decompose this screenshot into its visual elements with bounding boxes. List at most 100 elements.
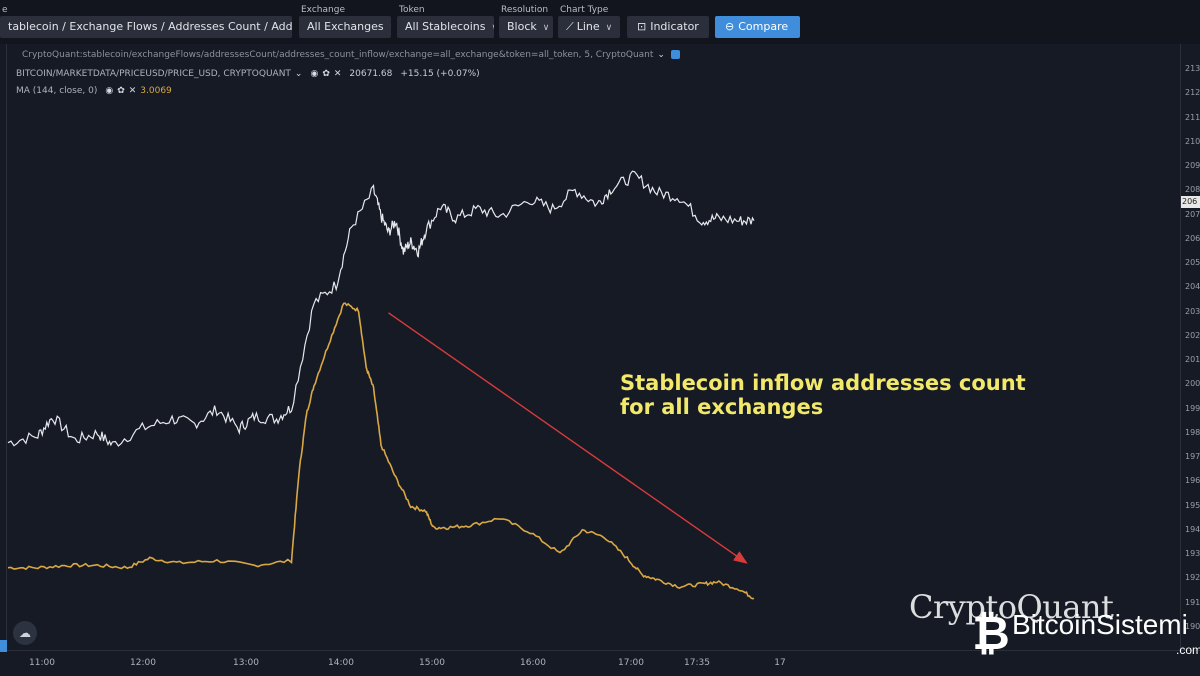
right-axis-tick: 207 [1185, 209, 1200, 219]
legend-ma-value: 3.0069 [140, 86, 172, 96]
legend-price-series: BITCOIN/MARKETDATA/PRICEUSD/PRICE_USD, C… [16, 69, 291, 79]
chevron-down-icon[interactable]: ⌄ [294, 69, 303, 79]
resolution-select[interactable]: Block ∨ [499, 16, 553, 38]
site-name: BitcoinSistemi [1012, 609, 1188, 640]
right-axis-tick: 200 [1185, 379, 1200, 389]
resolution-select-group: Resolution Block ∨ [499, 4, 553, 38]
time-axis[interactable]: 11:00 12:00 13:00 14:00 15:00 16:00 17:00 17:35… [0, 650, 1200, 676]
right-axis-tick: 192 [1185, 573, 1200, 583]
compare-button[interactable]: ⊖ Compare [715, 16, 800, 38]
right-axis-tick: 197 [1185, 452, 1200, 462]
right-axis-tick: 212 [1185, 88, 1200, 98]
legend-price-value: 20671.68 [349, 69, 393, 79]
time-axis-tick: 11:00 [29, 658, 55, 668]
exchange-label: Exchange [301, 5, 345, 15]
annotation-line-1: Stablecoin inflow addresses count [620, 371, 1026, 395]
chart-annotation: Stablecoin inflow addresses count for al… [620, 371, 1026, 419]
chevron-down-icon: ∨ [542, 23, 550, 33]
right-axis-tick: 190 [1185, 622, 1200, 631]
axis-marker-chip [0, 640, 7, 652]
chart-type-icon: ⟋ [566, 20, 574, 33]
metric-select-group: e tablecoin / Exchange Flows / Addresses… [0, 4, 292, 38]
time-axis-tick: 13:00 [233, 658, 259, 668]
token-select-group: Token All Stablecoins ∨ [397, 4, 494, 38]
indicator-label: Indicator [650, 20, 699, 33]
legend-price-change: +15.15 (+0.07%) [400, 69, 480, 79]
legend-source-row: CryptoQuant:stablecoin/exchangeFlows/add… [22, 50, 680, 60]
token-select[interactable]: All Stablecoins ∨ [397, 16, 494, 38]
right-axis-tick: 202 [1185, 330, 1200, 340]
time-axis-tick: 17:35 [684, 658, 710, 668]
legend-source: CryptoQuant:stablecoin/exchangeFlows/add… [22, 50, 654, 60]
chart-type-select[interactable]: ⟋ Line ∨ [558, 16, 620, 38]
bitcoin-logo-icon: ₿ [972, 606, 1010, 660]
resolution-value: Block [507, 20, 537, 33]
chart-plot[interactable] [0, 44, 1180, 650]
right-axis-tick: 211 [1185, 112, 1200, 122]
time-axis-tick: 12:00 [130, 658, 156, 668]
indicator-button[interactable]: ⊡ Indicator [627, 16, 709, 38]
gear-icon[interactable]: ✿ [117, 86, 125, 96]
compare-icon: ⊖ [725, 20, 735, 33]
chart-type-label: Chart Type [560, 5, 609, 15]
token-label: Token [399, 5, 425, 15]
time-axis-tick: 17:00 [618, 658, 644, 668]
eye-icon[interactable]: ◉ [310, 69, 319, 79]
metric-select[interactable]: tablecoin / Exchange Flows / Addresses C… [0, 16, 292, 38]
right-axis-tick: 210 [1185, 136, 1200, 146]
cryptoquant-watermark: CryptoQuant [909, 588, 1114, 626]
time-axis-tick: 17 [774, 658, 786, 668]
close-icon[interactable]: ✕ [128, 86, 137, 96]
time-axis-tick: 16:00 [520, 658, 546, 668]
metric-select-label: e [2, 5, 8, 15]
site-tld: .com [1176, 643, 1200, 657]
right-axis-tick: 198 [1185, 427, 1200, 437]
chevron-down-icon[interactable]: ⌄ [657, 50, 665, 60]
trend-arrow [388, 312, 748, 564]
chart-type-value: Line [576, 20, 600, 33]
indicator-icon: ⊡ [637, 20, 647, 33]
inflow-series-line [7, 302, 755, 600]
price-series-line [7, 170, 755, 447]
time-axis-tick: 14:00 [328, 658, 354, 668]
annotation-line-2: for all exchanges [620, 395, 824, 419]
exchange-value: All Exchanges [307, 20, 384, 33]
right-axis-tick: 209 [1185, 161, 1200, 171]
resolution-label: Resolution [501, 5, 549, 15]
right-axis-tick: 204 [1185, 282, 1200, 292]
legend-ma-row: MA (144, close, 0) ◉ ✿ ✕ 3.0069 [16, 86, 172, 96]
left-axis-edge [0, 44, 7, 650]
right-axis-tick: 213 [1185, 64, 1200, 73]
right-axis-tick: 203 [1185, 306, 1200, 316]
chevron-down-icon: ∨ [605, 23, 613, 33]
eye-icon[interactable]: ◉ [105, 86, 114, 96]
right-axis-tick: 196 [1185, 476, 1200, 486]
exchange-select-group: Exchange All Exchanges ∨ [299, 4, 391, 38]
right-axis-tick: 191 [1185, 597, 1200, 607]
chevron-down-icon: ∨ [492, 23, 494, 33]
right-price-axis[interactable]: 213 212 211 210 209 208 207 206 205 204 203 202 201 2… [1180, 44, 1200, 650]
right-axis-tick: 195 [1185, 500, 1200, 510]
exchange-select[interactable]: All Exchanges ∨ [299, 16, 391, 38]
close-icon[interactable]: ✕ [333, 69, 342, 79]
chart-type-select-group: Chart Type ⟋ Line ∨ [558, 4, 620, 38]
right-axis-tick: 206 [1185, 233, 1200, 243]
site-logo: ₿ BitcoinSistemi .com [970, 605, 1200, 661]
cloud-icon[interactable]: ☁ [13, 621, 37, 645]
right-axis-tick: 193 [1185, 549, 1200, 559]
right-axis-tick: 205 [1185, 258, 1200, 268]
compare-label: Compare [738, 20, 789, 33]
right-axis-tick: 201 [1185, 355, 1200, 365]
chevron-down-icon: ∨ [390, 23, 391, 33]
legend-price-row: BITCOIN/MARKETDATA/PRICEUSD/PRICE_USD, C… [16, 69, 480, 79]
current-price-tag: 206 [1181, 196, 1200, 208]
right-axis-tick: 199 [1185, 403, 1200, 413]
token-value: All Stablecoins [405, 20, 486, 33]
gear-icon[interactable] [670, 50, 680, 59]
time-axis-tick: 15:00 [419, 658, 445, 668]
gear-icon[interactable]: ✿ [322, 69, 330, 79]
toolbar: e tablecoin / Exchange Flows / Addresses… [0, 0, 1200, 44]
legend-ma-series: MA (144, close, 0) [16, 86, 98, 96]
metric-select-value: tablecoin / Exchange Flows / Addresses C… [8, 20, 292, 33]
right-axis-tick: 208 [1185, 185, 1200, 195]
